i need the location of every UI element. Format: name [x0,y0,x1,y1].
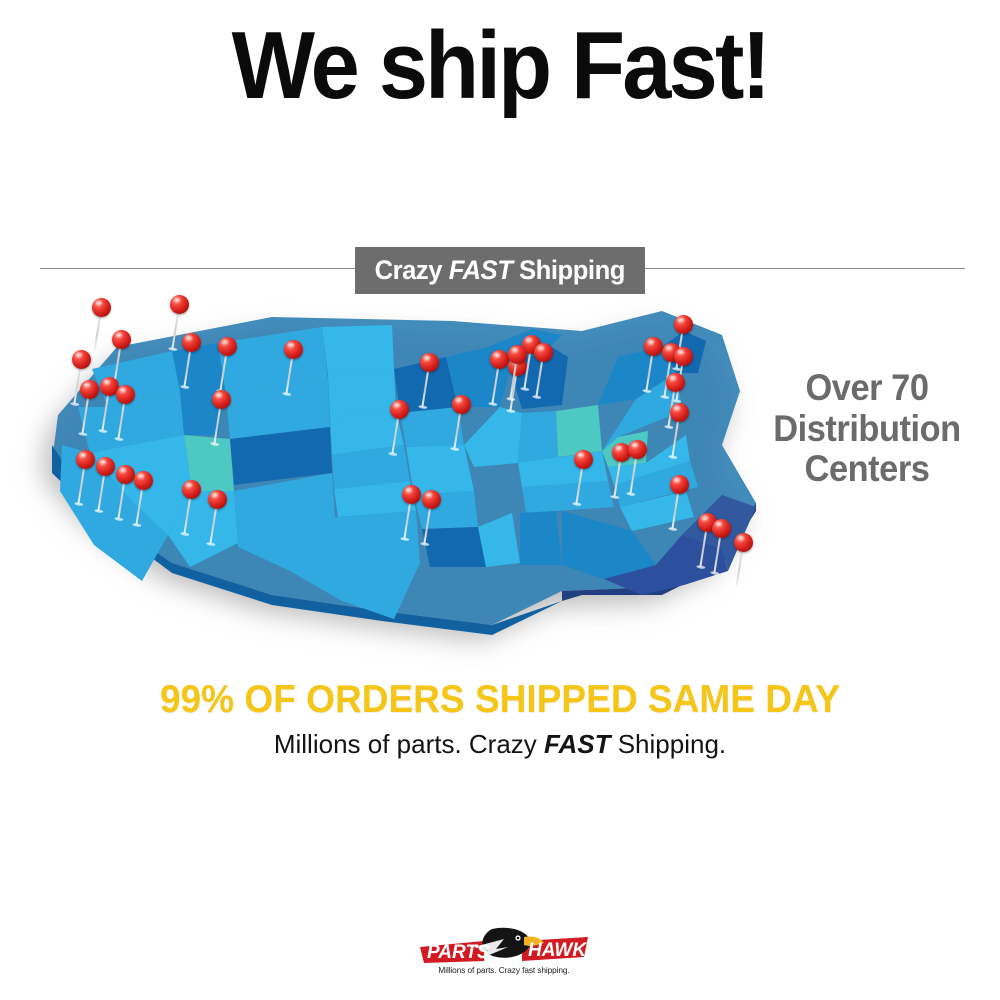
pin-head-icon [96,457,115,476]
pin-head-icon [490,350,509,369]
usa-map-graphic [52,311,756,635]
hawk-pupil-icon [516,936,520,940]
page-title: We ship Fast! [231,12,771,119]
pin-head-icon [422,490,441,509]
pin-head-icon [420,353,439,372]
pin-head-icon [112,330,131,349]
pin-head-icon [100,377,119,396]
logo-word-right: HAWK [528,940,587,961]
pin-head-icon [644,337,663,356]
pin-head-icon [674,347,693,366]
logo-graphic: PARTS HAWK [420,927,588,963]
hawk-swoosh-icon [474,939,508,959]
pin-head-icon [72,350,91,369]
ribbon-prefix: Crazy [374,255,449,285]
pin-head-icon [92,298,111,317]
pin-head-icon [76,450,95,469]
pin-head-icon [734,533,753,552]
pin-head-icon [80,380,99,399]
usa-distribution-map [22,295,782,670]
pin-head-icon [116,385,135,404]
logo-banner-left [420,941,484,963]
pin-head-icon [574,450,593,469]
pin-head-icon [182,333,201,352]
pin-head-icon [508,345,527,364]
ribbon-emphasis: FAST [448,255,513,285]
tagline: Millions of parts. Crazy FAST Shipping. [0,729,1000,760]
pin-head-icon [674,315,693,334]
logo-tagline: Millions of parts. Crazy fast shipping. [438,965,570,975]
pin-head-icon [534,343,553,362]
ribbon-text: Crazy FAST Shipping [374,255,626,286]
ribbon-suffix: Shipping [512,255,626,285]
pin-head-icon [452,395,471,414]
tagline-prefix: Millions of parts. Crazy [273,729,545,759]
crazy-fast-shipping-ribbon: Crazy FAST Shipping [355,247,645,294]
hawk-beak-icon [524,936,544,946]
callout-line-1: Over 70 [805,367,929,408]
pin-head-icon [182,480,201,499]
pin-head-icon [218,337,237,356]
tagline-suffix: Shipping. [610,729,727,759]
pin-head-icon [612,443,631,462]
callout-line-3: Centers [804,448,930,490]
logo-word-left: PARTS [427,942,490,963]
pin-head-icon [670,475,689,494]
pin-head-icon [212,390,231,409]
pin-head-icon [390,400,409,419]
pin-head-icon [116,465,135,484]
map-region-northeast [562,331,756,595]
distribution-centers-callout: Over 70 Distribution Centers [765,367,970,490]
pin-head-icon [670,403,689,422]
pin-head-icon [666,373,685,392]
pin-head-icon [628,440,647,459]
pin-head-icon [134,471,153,490]
tagline-emphasis: FAST [544,729,611,759]
callout-line-2: Distribution [773,407,961,449]
pin-head-icon [170,295,189,314]
pin-head-icon [402,485,421,504]
pin-head-icon [712,519,731,538]
pin-head-icon [208,490,227,509]
pin-head-icon [284,340,303,359]
map-region-west [60,325,396,581]
same-day-shipping-headline: 99% OF ORDERS SHIPPED SAME DAY [159,678,841,721]
partshawk-logo[interactable]: PARTS HAWK Millions of parts. Crazy fast… [418,925,590,987]
